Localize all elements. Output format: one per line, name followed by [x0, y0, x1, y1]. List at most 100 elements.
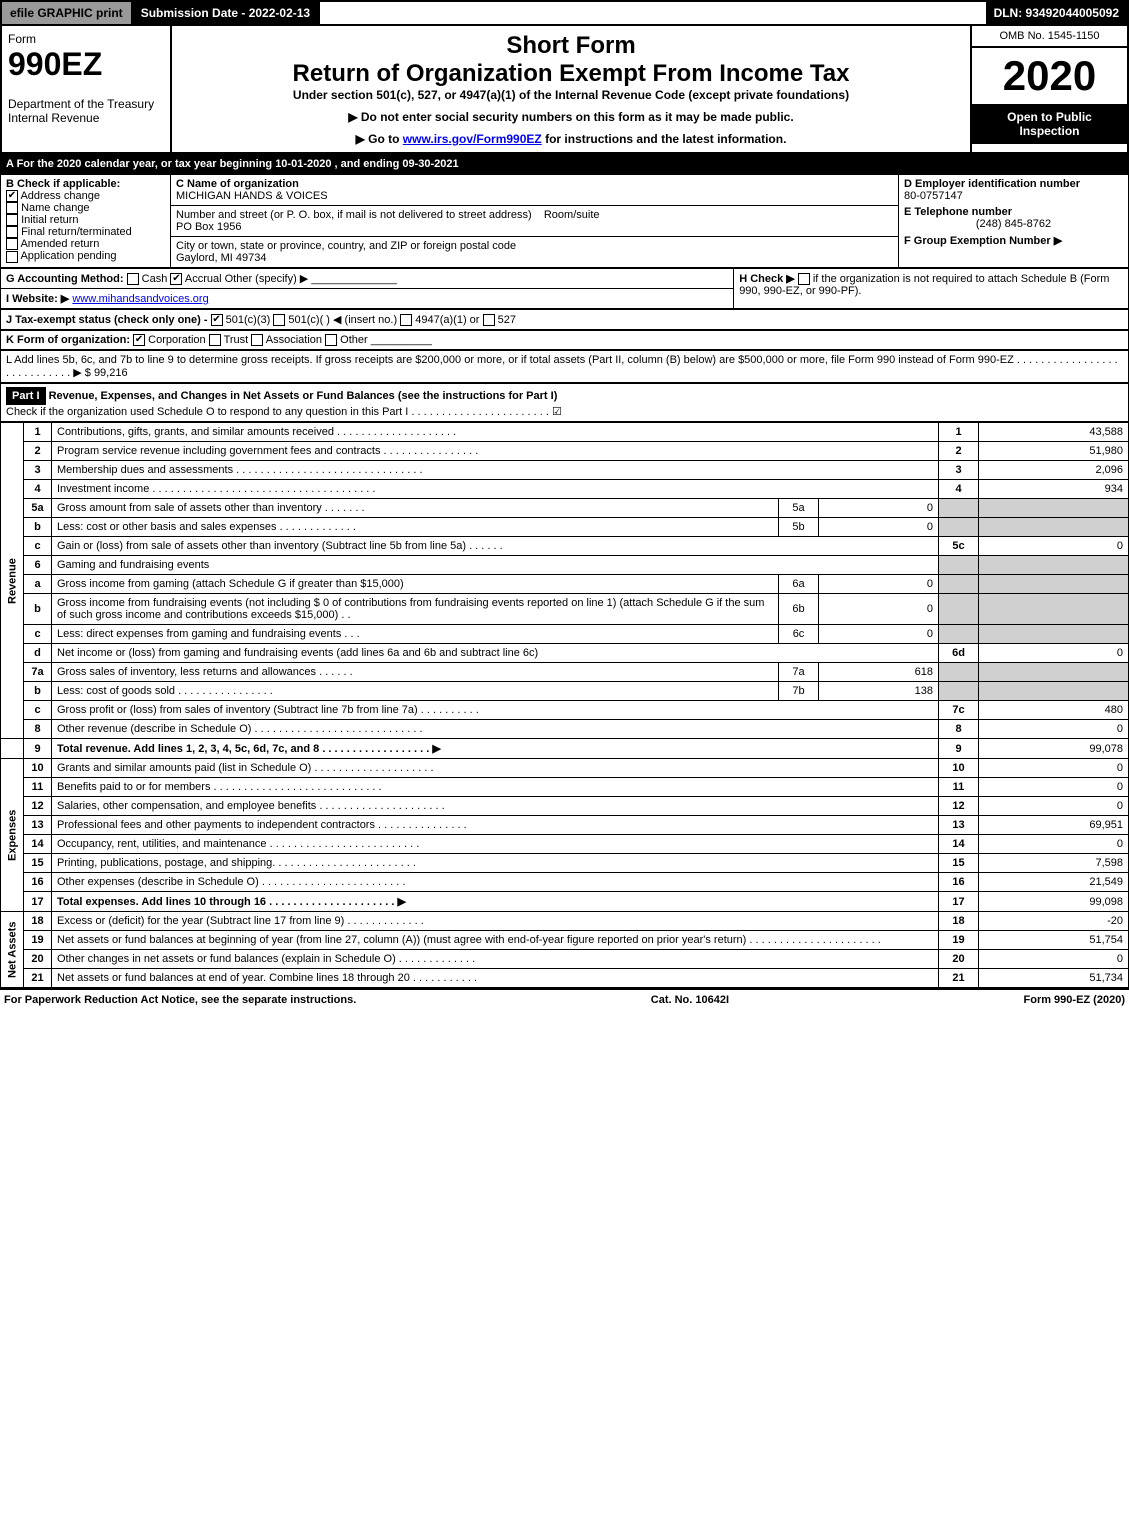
header-right: OMB No. 1545-1150 2020 Open to Public In… [972, 26, 1127, 152]
h-text: if the organization is not required to a… [739, 273, 1109, 297]
header-left: Form 990EZ Department of the Treasury In… [2, 26, 172, 152]
final-return-checkbox[interactable] [6, 226, 18, 238]
l-label: L Add lines 5b, 6c, and 7b to line 9 to … [6, 354, 1118, 379]
grey-cell [939, 499, 979, 518]
initial-return-checkbox[interactable] [6, 214, 18, 226]
i-label: I Website: ▶ [6, 293, 69, 305]
line-num: 9 [24, 739, 52, 759]
j-501c3: 501(c)(3) [226, 314, 271, 326]
line-right: 10 [939, 759, 979, 778]
org-name: MICHIGAN HANDS & VOICES [176, 190, 893, 202]
section-l: L Add lines 5b, 6c, and 7b to line 9 to … [1, 351, 1129, 383]
line-val: 51,734 [979, 969, 1129, 988]
accrual-checkbox[interactable]: ✔ [170, 273, 182, 285]
part1-title: Revenue, Expenses, and Changes in Net As… [49, 390, 558, 402]
section-i: I Website: ▶ www.mihandsandvoices.org [1, 289, 734, 309]
line-val: 51,754 [979, 931, 1129, 950]
k-table: K Form of organization: ✔ Corporation Tr… [0, 330, 1129, 350]
sub-line-num: 7a [779, 663, 819, 682]
line-desc: Less: cost or other basis and sales expe… [52, 518, 779, 537]
amended-return-label: Amended return [20, 238, 99, 250]
sub-line-val: 0 [819, 594, 939, 625]
line-right: 19 [939, 931, 979, 950]
line-num: 3 [24, 461, 52, 480]
k-other-checkbox[interactable] [325, 334, 337, 346]
sub-line-val: 618 [819, 663, 939, 682]
line-num: d [24, 644, 52, 663]
line-desc: Gain or (loss) from sale of assets other… [52, 537, 939, 556]
line-right: 12 [939, 797, 979, 816]
line-num: 6 [24, 556, 52, 575]
section-a-table: A For the 2020 calendar year, or tax yea… [0, 154, 1129, 174]
top-bar: efile GRAPHIC print Submission Date - 20… [0, 0, 1129, 26]
amended-return-checkbox[interactable] [6, 238, 18, 250]
efile-button[interactable]: efile GRAPHIC print [2, 2, 133, 24]
grey-cell [979, 499, 1129, 518]
grey-cell [939, 663, 979, 682]
cash-checkbox[interactable] [127, 273, 139, 285]
k-corp-checkbox[interactable]: ✔ [133, 334, 145, 346]
h-checkbox[interactable] [798, 273, 810, 285]
city-value: Gaylord, MI 49734 [176, 252, 267, 264]
line-num: a [24, 575, 52, 594]
line-num: 16 [24, 873, 52, 892]
line-num: 11 [24, 778, 52, 797]
line-num: 19 [24, 931, 52, 950]
revenue-group-label: Revenue [1, 423, 24, 739]
street-label: Number and street (or P. O. box, if mail… [176, 209, 532, 221]
line-desc: Other expenses (describe in Schedule O) … [52, 873, 939, 892]
j-4947-checkbox[interactable] [400, 314, 412, 326]
address-change-checkbox[interactable]: ✔ [6, 190, 18, 202]
grey-cell [939, 518, 979, 537]
app-pending-checkbox[interactable] [6, 251, 18, 263]
topbar-spacer [320, 2, 985, 24]
line-num: 13 [24, 816, 52, 835]
line-desc: Grants and similar amounts paid (list in… [52, 759, 939, 778]
line-right: 9 [939, 739, 979, 759]
k-trust-checkbox[interactable] [209, 334, 221, 346]
omb-number: OMB No. 1545-1150 [972, 26, 1127, 48]
line-desc: Membership dues and assessments . . . . … [52, 461, 939, 480]
name-change-checkbox[interactable] [6, 202, 18, 214]
part1-header: Part I Revenue, Expenses, and Changes in… [1, 384, 1129, 422]
line-num: 1 [24, 423, 52, 442]
no-ssn-note: ▶ Do not enter social security numbers o… [178, 110, 964, 124]
part1-badge: Part I [6, 387, 46, 405]
grey-cell [939, 594, 979, 625]
j-501c3-checkbox[interactable]: ✔ [211, 314, 223, 326]
line-desc: Professional fees and other payments to … [52, 816, 939, 835]
line-right: 15 [939, 854, 979, 873]
footer-right: Form 990-EZ (2020) [1024, 994, 1125, 1006]
website-link[interactable]: www.mihandsandvoices.org [72, 293, 208, 305]
j-501c-checkbox[interactable] [273, 314, 285, 326]
sub-line-val: 0 [819, 625, 939, 644]
grey-cell [979, 682, 1129, 701]
line-right: 2 [939, 442, 979, 461]
line-num: 20 [24, 950, 52, 969]
line-num: b [24, 682, 52, 701]
dln-label: DLN: 93492044005092 [986, 2, 1127, 24]
line-val: 43,588 [979, 423, 1129, 442]
org-info-table: B Check if applicable: ✔ Address change … [0, 174, 1129, 268]
main-title: Return of Organization Exempt From Incom… [178, 60, 964, 88]
grey-cell [979, 625, 1129, 644]
goto-link[interactable]: www.irs.gov/Form990EZ [403, 132, 542, 146]
form-number: 990EZ [8, 46, 164, 83]
section-c-city: City or town, state or province, country… [171, 237, 899, 268]
e-label: E Telephone number [904, 206, 1123, 218]
line-val: 934 [979, 480, 1129, 499]
line-right: 20 [939, 950, 979, 969]
j-527-checkbox[interactable] [483, 314, 495, 326]
k-assoc-checkbox[interactable] [251, 334, 263, 346]
line-val: 0 [979, 644, 1129, 663]
line-desc: Net assets or fund balances at beginning… [52, 931, 939, 950]
line-desc: Total expenses. Add lines 10 through 16 … [52, 892, 939, 912]
k-trust: Trust [224, 334, 249, 346]
line-desc: Occupancy, rent, utilities, and maintena… [52, 835, 939, 854]
line-val: 0 [979, 720, 1129, 739]
f-label: F Group Exemption Number ▶ [904, 234, 1123, 247]
form-word: Form [8, 32, 164, 46]
other-method-label: Other (specify) ▶ [225, 273, 309, 285]
line-num: b [24, 518, 52, 537]
section-c-street: Number and street (or P. O. box, if mail… [171, 206, 899, 237]
